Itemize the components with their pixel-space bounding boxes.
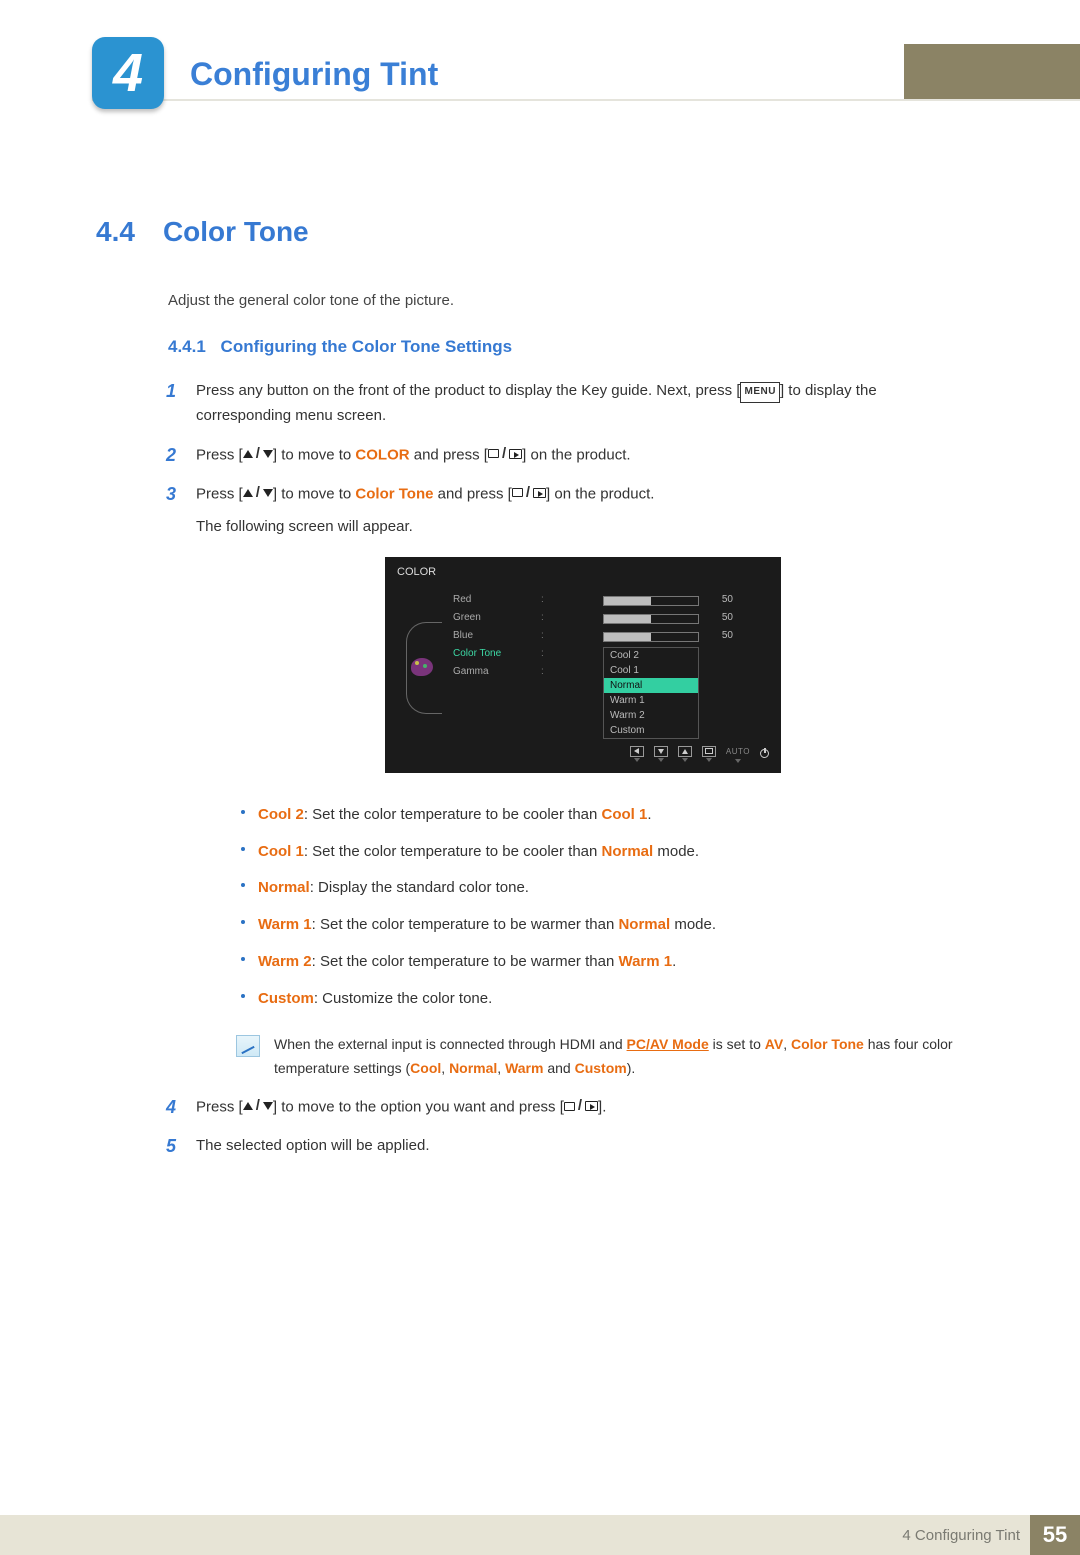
- power-icon: [760, 749, 769, 758]
- up-down-arrow-icon: /: [243, 1094, 273, 1119]
- footer-page-number: 55: [1030, 1515, 1080, 1555]
- note-icon: [236, 1035, 260, 1057]
- section-intro: Adjust the general color tone of the pic…: [168, 292, 970, 309]
- step-text: Press [: [196, 446, 243, 463]
- content-area: 4.4 Color Tone Adjust the general color …: [0, 118, 1080, 1159]
- step-number: 4: [166, 1093, 176, 1123]
- step-text: Press [: [196, 1098, 243, 1115]
- osd-title: COLOR: [385, 557, 781, 585]
- desc-normal: Normal: Display the standard color tone.: [238, 870, 970, 907]
- osd-option-cool2: Cool 2: [604, 648, 698, 663]
- desc-warm1: Warm 1: Set the color temperature to be …: [238, 907, 970, 944]
- enter-source-icon: /: [512, 481, 546, 506]
- desc-custom: Custom: Customize the color tone.: [238, 981, 970, 1018]
- osd-option-warm2: Warm 2: [604, 708, 698, 723]
- osd-body: Red: Green: Blue: Color Tone: Gamma: 50: [385, 586, 781, 739]
- section-number: 4.4: [96, 216, 135, 248]
- steps-list: 1 Press any button on the front of the p…: [166, 379, 970, 1159]
- osd-value-red: 50: [713, 592, 733, 609]
- osd-option-custom: Custom: [604, 723, 698, 738]
- desc-warm2: Warm 2: Set the color temperature to be …: [238, 944, 970, 981]
- osd-label-red: Red: [453, 592, 541, 609]
- subsection-number: 4.4.1: [168, 337, 206, 356]
- step-subtext: The following screen will appear.: [196, 515, 970, 540]
- menu-button-label: MENU: [740, 382, 779, 403]
- up-down-arrow-icon: /: [243, 481, 273, 506]
- step-number: 5: [166, 1132, 176, 1162]
- osd-value-green: 50: [713, 610, 733, 627]
- header-accent-bar: [904, 44, 1080, 100]
- step-text: Press any button on the front of the pro…: [196, 382, 740, 399]
- enter-source-icon: /: [488, 442, 522, 467]
- footer-text: 4 Configuring Tint: [902, 1527, 1020, 1544]
- osd-label-gamma: Gamma: [453, 664, 541, 681]
- step-text: and press [: [410, 446, 488, 463]
- osd-labels: Red: Green: Blue: Color Tone: Gamma:: [453, 592, 603, 739]
- osd-option-normal: Normal: [604, 678, 698, 693]
- subsection-title: Configuring the Color Tone Settings: [221, 337, 513, 356]
- chapter-title: Configuring Tint: [190, 56, 438, 93]
- osd-option-cool1: Cool 1: [604, 663, 698, 678]
- step-number: 2: [166, 441, 176, 471]
- desc-cool2: Cool 2: Set the color temperature to be …: [238, 797, 970, 834]
- step-text: ] on the product.: [522, 446, 630, 463]
- osd-slider-red: 50: [603, 592, 771, 610]
- osd-label-blue: Blue: [453, 628, 541, 645]
- osd-nav-back: [630, 746, 644, 762]
- subsection-heading: 4.4.1 Configuring the Color Tone Setting…: [168, 337, 970, 357]
- osd-nav-down: [654, 746, 668, 762]
- step-5: 5 The selected option will be applied.: [166, 1134, 970, 1159]
- step-text: and press [: [433, 485, 511, 502]
- step-text: ] on the product.: [546, 485, 654, 502]
- osd-slider-blue: 50: [603, 628, 771, 646]
- step-text: Press [: [196, 485, 243, 502]
- palette-icon: [411, 658, 433, 676]
- highlight-color-tone: Color Tone: [355, 485, 433, 502]
- header-divider: [92, 99, 1080, 101]
- osd-dropdown-color-tone: Cool 2 Cool 1 Normal Warm 1 Warm 2 Custo…: [603, 647, 699, 739]
- step-number: 1: [166, 377, 176, 407]
- page-footer: 4 Configuring Tint 55: [0, 1515, 1080, 1555]
- up-down-arrow-icon: /: [243, 442, 273, 467]
- osd-slider-green: 50: [603, 610, 771, 628]
- osd-value-blue: 50: [713, 628, 733, 645]
- osd-nav-enter: [702, 746, 716, 762]
- step-2: 2 Press [/] to move to COLOR and press […: [166, 443, 970, 468]
- note-block: When the external input is connected thr…: [236, 1033, 970, 1081]
- osd-nav-power: [760, 749, 769, 758]
- section-title: Color Tone: [163, 216, 309, 248]
- step-3: 3 Press [/] to move to Color Tone and pr…: [166, 482, 970, 1081]
- osd-nav-bar: AUTO: [385, 739, 781, 769]
- osd-label-green: Green: [453, 610, 541, 627]
- section-heading: 4.4 Color Tone: [96, 216, 970, 248]
- step-4: 4 Press [/] to move to the option you wa…: [166, 1095, 970, 1120]
- step-text: ] to move to: [273, 485, 356, 502]
- osd-option-warm1: Warm 1: [604, 693, 698, 708]
- osd-screenshot: COLOR Red: Green: Blue: Color Tone:: [385, 557, 781, 772]
- chapter-number-badge: 4: [92, 37, 164, 109]
- step-text: ] to move to: [273, 446, 356, 463]
- step-text: ] to move to the option you want and pre…: [273, 1098, 564, 1115]
- step-text: The selected option will be applied.: [196, 1137, 429, 1154]
- osd-left-decor: [395, 592, 453, 739]
- note-text: When the external input is connected thr…: [274, 1033, 970, 1081]
- desc-cool1: Cool 1: Set the color temperature to be …: [238, 834, 970, 871]
- highlight-color: COLOR: [355, 446, 409, 463]
- osd-nav-auto: AUTO: [726, 745, 750, 763]
- osd-panel: COLOR Red: Green: Blue: Color Tone:: [385, 557, 781, 772]
- page-header: 4 Configuring Tint: [0, 28, 1080, 118]
- osd-values: 50 50 50: [603, 592, 771, 739]
- step-text: ].: [598, 1098, 606, 1115]
- enter-source-icon: /: [564, 1094, 598, 1119]
- page: 4 Configuring Tint 4.4 Color Tone Adjust…: [0, 28, 1080, 1555]
- option-descriptions: Cool 2: Set the color temperature to be …: [238, 797, 970, 1018]
- osd-nav-up: [678, 746, 692, 762]
- osd-label-color-tone: Color Tone: [453, 646, 541, 663]
- step-1: 1 Press any button on the front of the p…: [166, 379, 970, 429]
- step-number: 3: [166, 480, 176, 510]
